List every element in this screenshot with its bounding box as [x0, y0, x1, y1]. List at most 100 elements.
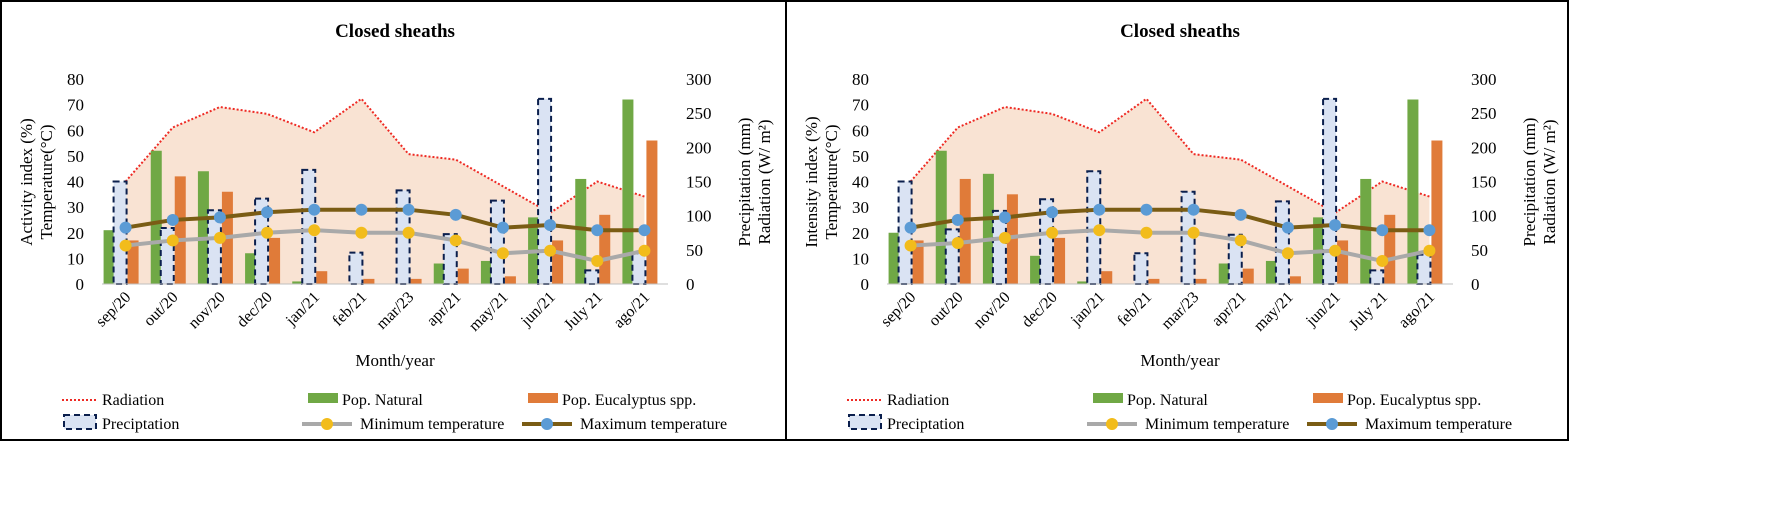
bar-pop-eucalyptus	[174, 176, 186, 284]
y-tick-label: 10	[852, 249, 869, 268]
bar-pop-eucalyptus	[959, 178, 971, 284]
marker-min-temperature	[261, 226, 274, 239]
bar-pop-natural	[292, 281, 304, 284]
marker-max-temperature	[261, 206, 274, 219]
marker-max-temperature	[951, 213, 964, 226]
y-tick-label: 40	[852, 173, 869, 192]
marker-min-temperature	[1093, 224, 1106, 237]
radiation-line	[124, 97, 645, 215]
legend-swatch	[1313, 393, 1343, 403]
x-tick-label: ago/21	[1395, 289, 1438, 332]
bar-pop-eucalyptus	[410, 278, 422, 284]
legend-swatch	[1093, 393, 1123, 403]
bar-pop-natural	[480, 260, 492, 284]
y-tick-label: 20	[852, 224, 869, 243]
legend-swatch-marker	[1106, 418, 1118, 430]
marker-max-temperature	[166, 213, 179, 226]
bar-pop-natural	[1030, 255, 1042, 284]
bar-pop-natural	[150, 150, 162, 284]
y-tick-label: 10	[67, 249, 84, 268]
chart-title: Closed sheaths	[335, 21, 455, 42]
x-tick-label: nov/20	[185, 289, 228, 332]
y2-axis-label-2: Radiation (W/ m²)	[1540, 119, 1559, 244]
y2-tick-label: 150	[686, 173, 712, 192]
legend-swatch-precipitation	[63, 414, 97, 430]
bar-pop-eucalyptus	[1054, 237, 1066, 284]
chart-panel-right: Closed sheaths 0 10 20 30 40 50 60 70 80 0 50 100 150…	[785, 0, 1569, 441]
x-tick-label: mar/23	[373, 289, 417, 333]
legend-label: Maximum temperature	[580, 416, 727, 433]
marker-min-temperature	[119, 239, 132, 252]
bar-pop-natural	[1360, 178, 1372, 284]
bar-pop-eucalyptus	[269, 237, 281, 284]
bar-pop-eucalyptus	[1148, 278, 1160, 284]
y2-tick-label: 0	[686, 275, 695, 294]
bar-pop-eucalyptus	[1289, 276, 1301, 284]
legend-label: Pop. Natural	[1127, 392, 1208, 409]
marker-min-temperature	[166, 234, 179, 247]
y-axis-label-2: Temperature(°C)	[822, 124, 841, 239]
bar-pop-natural	[1265, 260, 1277, 284]
x-tick-label: dec/20	[1019, 289, 1061, 331]
legend-label: Minimum temperature	[1145, 416, 1289, 433]
bar-precipitation	[1133, 252, 1149, 285]
legend-label: Preciptation	[887, 416, 964, 433]
legend-swatch	[528, 393, 558, 403]
x-tick-label: sep/20	[878, 289, 920, 331]
x-tick-label: nov/20	[970, 289, 1013, 332]
y-tick-label: 70	[67, 96, 84, 115]
y2-tick-label: 100	[686, 207, 712, 226]
y-tick-label: 50	[67, 147, 84, 166]
bar-pop-natural	[935, 150, 947, 284]
bar-pop-eucalyptus	[646, 140, 658, 284]
marker-min-temperature	[1046, 226, 1059, 239]
marker-max-temperature	[1187, 203, 1200, 216]
bar-pop-eucalyptus	[1195, 278, 1207, 284]
legend-label: Pop. Eucalyptus spp.	[562, 392, 696, 409]
bar-pop-natural	[888, 232, 900, 284]
y-tick-label: 60	[852, 121, 869, 140]
x-tick-label: jun/21	[517, 289, 559, 331]
x-tick-label: may/21	[1251, 289, 1297, 335]
bar-pop-eucalyptus	[599, 214, 611, 284]
y2-tick-label: 200	[1471, 138, 1497, 157]
x-tick-label: jan/21	[282, 289, 323, 330]
x-tick-label: dec/20	[234, 289, 276, 331]
bar-pop-natural	[622, 99, 634, 284]
x-tick-label: apr/21	[1209, 289, 1250, 330]
y2-axis-label: Precipitation (mm)	[1520, 118, 1539, 247]
legend-label: Pop. Eucalyptus spp.	[1347, 392, 1481, 409]
x-tick-label: sep/20	[93, 289, 135, 331]
marker-min-temperature	[213, 231, 226, 244]
bar-pop-eucalyptus	[1006, 194, 1018, 284]
marker-max-temperature	[591, 224, 604, 237]
marker-max-temperature	[449, 208, 462, 221]
y2-tick-label: 100	[1471, 207, 1497, 226]
y-tick-label: 80	[67, 70, 84, 89]
legend-swatch	[308, 393, 338, 403]
marker-min-temperature	[1329, 244, 1342, 257]
bar-pop-natural	[982, 173, 994, 284]
bar-pop-eucalyptus	[504, 276, 516, 284]
x-tick-label: out/20	[926, 289, 967, 330]
y2-tick-label: 250	[1471, 104, 1497, 123]
bar-pop-eucalyptus	[1384, 214, 1396, 284]
y2-tick-label: 50	[686, 241, 703, 260]
bar-pop-natural	[1077, 281, 1089, 284]
y-axis-label: Activity index (%)	[17, 118, 36, 245]
bar-pop-eucalyptus	[1101, 271, 1113, 284]
y2-tick-label: 0	[1471, 275, 1480, 294]
bar-precipitation	[348, 251, 364, 285]
legend-label: Minimum temperature	[360, 416, 504, 433]
bar-pop-natural	[245, 253, 257, 284]
bar-pop-eucalyptus	[127, 240, 139, 284]
marker-min-temperature	[308, 224, 321, 237]
marker-max-temperature	[1234, 208, 1247, 221]
bar-pop-eucalyptus	[457, 268, 469, 284]
marker-max-temperature	[1281, 221, 1294, 234]
marker-min-temperature	[355, 226, 368, 239]
y-tick-label: 40	[67, 173, 84, 192]
marker-max-temperature	[904, 221, 917, 234]
y-tick-label: 0	[861, 275, 870, 294]
legend-swatch-marker	[321, 418, 333, 430]
